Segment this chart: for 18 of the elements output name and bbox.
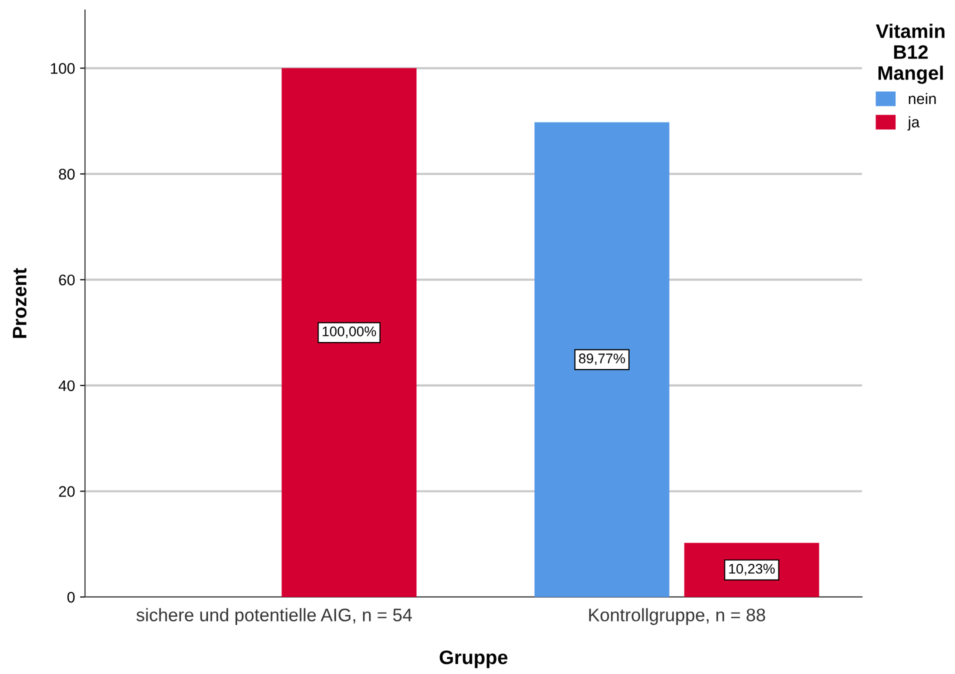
y-tick-label: 0 [67,592,75,603]
x-axis-title: Gruppe [440,650,508,668]
y-tick-label: 80 [58,168,75,180]
legend-label: nein [908,92,936,104]
data-label: 100,00% [322,326,376,338]
legend-label: ja [907,116,920,131]
data-label: 10,23% [729,564,775,576]
bar [534,122,670,597]
data-label: 89,77% [578,354,625,366]
legend-title: Vitamin B12 Mangel [876,24,944,84]
x-tick-label: Kontrollgruppe, n = 88 [589,608,766,625]
y-tick-label: 40 [58,380,75,392]
y-tick-label: 20 [59,486,75,497]
y-tick-label: 60 [59,274,75,286]
y-tick-label: 100 [50,63,75,74]
x-tick-label: sichere und potentielle AIG, n = 54 [136,608,412,625]
bar [282,68,417,597]
y-axis-title: Prozent [12,268,26,338]
